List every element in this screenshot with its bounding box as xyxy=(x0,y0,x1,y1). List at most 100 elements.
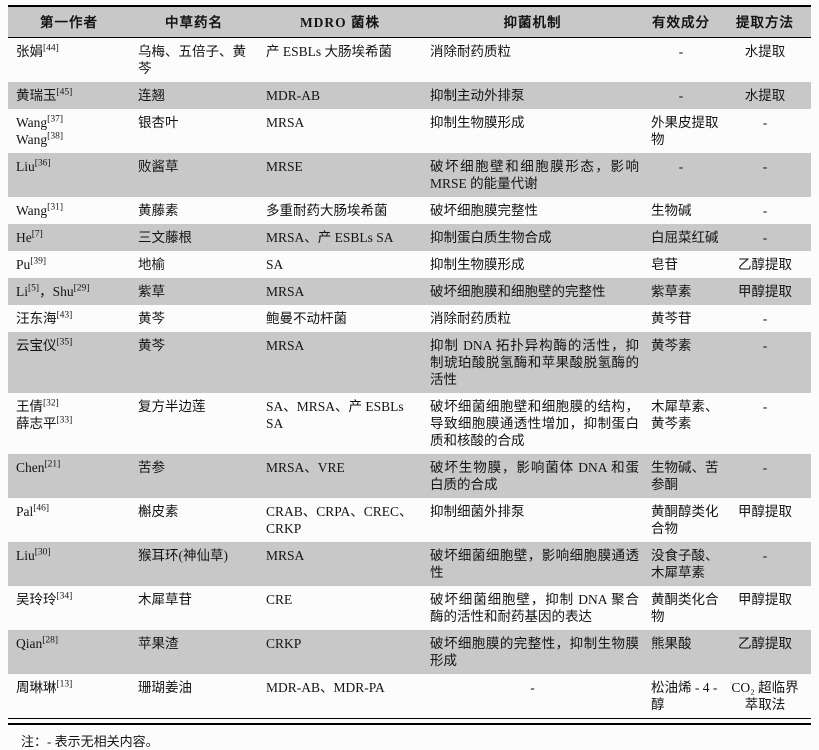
cell-mdro-strain: MRSA xyxy=(266,115,305,130)
cell-extraction: 水提取 xyxy=(744,88,786,103)
cell-herb-name: 复方半边莲 xyxy=(138,399,206,414)
cell-ingredient: 外果皮提取物 xyxy=(651,115,719,147)
cell-first-author: He[7] xyxy=(16,229,43,245)
cell-first-author: 吴玲玲[34] xyxy=(16,591,73,607)
cell-ingredient: 生物碱 xyxy=(651,203,692,218)
table-row: 黄瑞玉[45] 连翘 MDR-AB 抑制主动外排泵 - 水提取 xyxy=(8,82,811,109)
cell-mdro-strain: MRSA、VRE xyxy=(266,460,345,475)
cell-mdro-strain: CRAB、CRPA、CREC、CRKP xyxy=(266,504,413,536)
cell-extraction: - xyxy=(762,159,768,174)
cell-herb-name: 银杏叶 xyxy=(138,115,179,130)
cell-ingredient: 皂苷 xyxy=(651,257,678,272)
cell-first-author: 黄瑞玉[45] xyxy=(16,87,73,103)
cell-first-author: Pal[46] xyxy=(16,503,50,519)
table-row: 吴玲玲[34] 木犀草苷 CRE 破坏细菌细胞壁，抑制 DNA 聚合酶的活性和耐… xyxy=(8,586,811,630)
cell-ingredient: 黄芩素 xyxy=(651,338,692,353)
table-row: Qian[28] 苹果渣 CRKP 破坏细胞膜的完整性，抑制生物膜形成 熊果酸 … xyxy=(8,630,811,674)
table-row: Pu[39] 地榆 SA 抑制生物膜形成 皂苷 乙醇提取 xyxy=(8,251,811,278)
header-row: 第一作者 中草药名 MDRO 菌株 抑菌机制 有效成分 提取方法 xyxy=(8,6,811,38)
cell-first-author: 云宝仪[35] xyxy=(16,337,73,353)
cell-first-author: 周琳琳[13] xyxy=(16,679,73,695)
table-row: Pal[46] 槲皮素 CRAB、CRPA、CREC、CRKP 抑制细菌外排泵 … xyxy=(8,498,811,542)
cell-herb-name: 木犀草苷 xyxy=(138,592,192,607)
cell-mdro-strain: MRSA xyxy=(266,284,305,299)
cell-herb-name: 黄芩 xyxy=(138,311,165,326)
cell-extraction: 甲醇提取 xyxy=(738,504,792,519)
cell-extraction: CO₂ 超临界萃取法 xyxy=(731,680,799,712)
cell-extraction: - xyxy=(762,460,768,475)
cell-mdro-strain: 多重耐药大肠埃希菌 xyxy=(266,203,388,218)
mdro-herb-table: 第一作者 中草药名 MDRO 菌株 抑菌机制 有效成分 提取方法 张娟[44] … xyxy=(8,5,811,719)
table-footnote: 注：- 表示无相关内容。 xyxy=(21,734,159,749)
cell-mdro-strain: MRSA、产 ESBLs SA xyxy=(266,230,394,245)
table-row: 云宝仪[35] 黄芩 MRSA 抑制 DNA 拓扑异构酶的活性，抑制琥珀酸脱氢酶… xyxy=(8,332,811,393)
cell-ingredient: 黄芩苷 xyxy=(651,311,692,326)
mdro-table-block: 第一作者 中草药名 MDRO 菌株 抑菌机制 有效成分 提取方法 张娟[44] … xyxy=(8,5,811,750)
cell-extraction: 甲醇提取 xyxy=(738,592,792,607)
cell-herb-name: 乌梅、五倍子、黄芩 xyxy=(138,44,246,76)
cell-ingredient: - xyxy=(678,44,684,59)
column-header-herb-name: 中草药名 xyxy=(130,6,258,38)
cell-extraction: 水提取 xyxy=(744,44,786,59)
cell-mechanism: 消除耐药质粒 xyxy=(430,44,511,59)
table-row: 周琳琳[13] 珊瑚姜油 MDR-AB、MDR-PA - 松油烯 - 4 - 醇… xyxy=(8,674,811,719)
cell-extraction: - xyxy=(762,338,768,353)
cell-mdro-strain: CRKP xyxy=(266,636,302,651)
table-header: 第一作者 中草药名 MDRO 菌株 抑菌机制 有效成分 提取方法 xyxy=(8,6,811,38)
table-row: He[7] 三文藤根 MRSA、产 ESBLs SA 抑制蛋白质生物合成 白屈菜… xyxy=(8,224,811,251)
table-row: Wang[37] Wang[38] 银杏叶 MRSA 抑制生物膜形成 外果皮提取物… xyxy=(8,109,811,153)
cell-mechanism: 抑制主动外排泵 xyxy=(430,88,525,103)
cell-mdro-strain: MRSA xyxy=(266,548,305,563)
cell-ingredient: 没食子酸、木犀草素 xyxy=(651,548,719,580)
cell-ingredient: 黄酮类化合物 xyxy=(651,592,719,624)
table-row: Wang[31] 黄藤素 多重耐药大肠埃希菌 破坏细胞膜完整性 生物碱 - xyxy=(8,197,811,224)
cell-ingredient: 紫草素 xyxy=(651,284,692,299)
cell-mechanism: 抑制 DNA 拓扑异构酶的活性，抑制琥珀酸脱氢酶和苹果酸脱氢酶的活性 xyxy=(430,338,639,387)
cell-herb-name: 黄芩 xyxy=(138,338,165,353)
table-body: 张娟[44] 乌梅、五倍子、黄芩 产 ESBLs 大肠埃希菌 消除耐药质粒 - … xyxy=(8,38,811,719)
cell-ingredient: 松油烯 - 4 - 醇 xyxy=(651,680,718,712)
cell-extraction: - xyxy=(762,399,768,414)
cell-mechanism: 抑制生物膜形成 xyxy=(430,257,525,272)
cell-ingredient: 木犀草素、黄芩素 xyxy=(651,399,719,431)
column-header-extraction: 提取方法 xyxy=(719,6,811,38)
column-header-first-author: 第一作者 xyxy=(8,6,130,38)
cell-first-author: Liu[36] xyxy=(16,158,51,174)
cell-herb-name: 猴耳环(神仙草) xyxy=(138,548,228,563)
cell-mechanism: 破坏细胞膜的完整性，抑制生物膜形成 xyxy=(430,636,639,668)
cell-mechanism: 抑制蛋白质生物合成 xyxy=(430,230,552,245)
cell-first-author: Chen[21] xyxy=(16,459,61,475)
cell-first-author: Qian[28] xyxy=(16,635,59,651)
cell-mechanism: 破坏细菌细胞壁和细胞膜的结构，导致细胞膜通透性增加，抑制蛋白质和核酸的合成 xyxy=(430,399,639,448)
table-row: 王倩[32] 薛志平[33] 复方半边莲 SA、MRSA、产 ESBLs SA 破… xyxy=(8,393,811,454)
cell-mdro-strain: SA、MRSA、产 ESBLs SA xyxy=(266,399,404,431)
cell-mechanism: 抑制生物膜形成 xyxy=(430,115,525,130)
cell-first-author: 张娟[44] xyxy=(16,43,59,59)
cell-mechanism: - xyxy=(530,680,535,695)
cell-mechanism: 破坏细胞壁和细胞膜形态，影响 MRSE 的能量代谢 xyxy=(430,159,639,191)
cell-first-author: Liu[30] xyxy=(16,547,51,563)
cell-mdro-strain: 鲍曼不动杆菌 xyxy=(266,311,347,326)
cell-herb-name: 苹果渣 xyxy=(138,636,179,651)
cell-first-author: Wang[31] xyxy=(16,202,63,218)
cell-herb-name: 紫草 xyxy=(138,284,165,299)
column-header-ingredient: 有效成分 xyxy=(643,6,719,38)
cell-mechanism: 破坏生物膜，影响菌体 DNA 和蛋白质的合成 xyxy=(430,460,639,492)
cell-herb-name: 苦参 xyxy=(138,460,165,475)
cell-first-author: 汪东海[43] xyxy=(16,310,73,326)
cell-extraction: - xyxy=(762,203,768,218)
cell-extraction: 乙醇提取 xyxy=(738,257,792,272)
cell-first-author: Wang[37] Wang[38] xyxy=(16,114,63,147)
column-header-mechanism: 抑菌机制 xyxy=(422,6,643,38)
cell-extraction: 乙醇提取 xyxy=(738,636,792,651)
cell-mdro-strain: CRE xyxy=(266,592,293,607)
cell-herb-name: 地榆 xyxy=(138,257,165,272)
table-row: Chen[21] 苦参 MRSA、VRE 破坏生物膜，影响菌体 DNA 和蛋白质… xyxy=(8,454,811,498)
table-row: 张娟[44] 乌梅、五倍子、黄芩 产 ESBLs 大肠埃希菌 消除耐药质粒 - … xyxy=(8,38,811,83)
cell-ingredient: - xyxy=(678,159,684,174)
cell-mdro-strain: SA xyxy=(266,257,284,272)
table-row: Li[5]，Shu[29] 紫草 MRSA 破坏细胞膜和细胞壁的完整性 紫草素 … xyxy=(8,278,811,305)
cell-first-author: Li[5]，Shu[29] xyxy=(16,283,90,299)
cell-herb-name: 黄藤素 xyxy=(138,203,179,218)
cell-mdro-strain: MRSE xyxy=(266,159,303,174)
